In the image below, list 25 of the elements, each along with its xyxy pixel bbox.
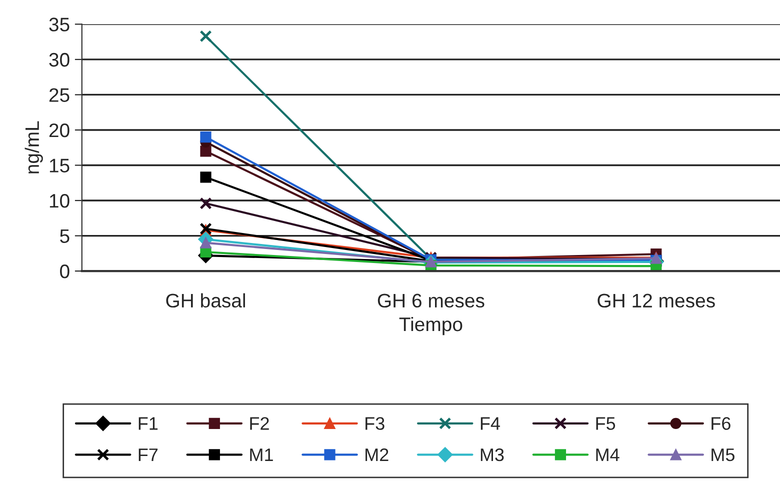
- legend-label: M1: [250, 448, 273, 462]
- legend-label: F5: [596, 417, 616, 430]
- legend-label: F6: [712, 417, 730, 430]
- legend-label: F2: [250, 417, 269, 430]
- legend-label: M2: [366, 448, 388, 462]
- y-tick-label: 30: [49, 52, 70, 67]
- y-tick-label: 5: [60, 229, 70, 244]
- legend-label: F3: [366, 417, 384, 430]
- x-tick-label: GH 12 meses: [598, 294, 715, 308]
- y-tick-label: 20: [49, 123, 70, 138]
- legend-label: M3: [480, 448, 504, 462]
- legend-label: F4: [480, 417, 500, 430]
- legend-label: F7: [138, 448, 158, 462]
- x-tick-label: GH basal: [166, 293, 245, 308]
- y-tick-label: 0: [60, 264, 70, 278]
- y-tick-label: 35: [49, 18, 70, 32]
- y-tick-label: 15: [50, 158, 70, 172]
- legend-label: M4: [596, 448, 620, 462]
- y-axis-title: ng/mL: [24, 121, 43, 174]
- legend-label: M5: [712, 448, 734, 462]
- x-axis-title: Tiempo: [399, 316, 462, 336]
- y-tick-label: 10: [50, 194, 70, 208]
- y-tick-label: 25: [49, 88, 70, 102]
- legend-label: F1: [138, 417, 158, 430]
- x-tick-label: GH 6 meses: [378, 294, 484, 308]
